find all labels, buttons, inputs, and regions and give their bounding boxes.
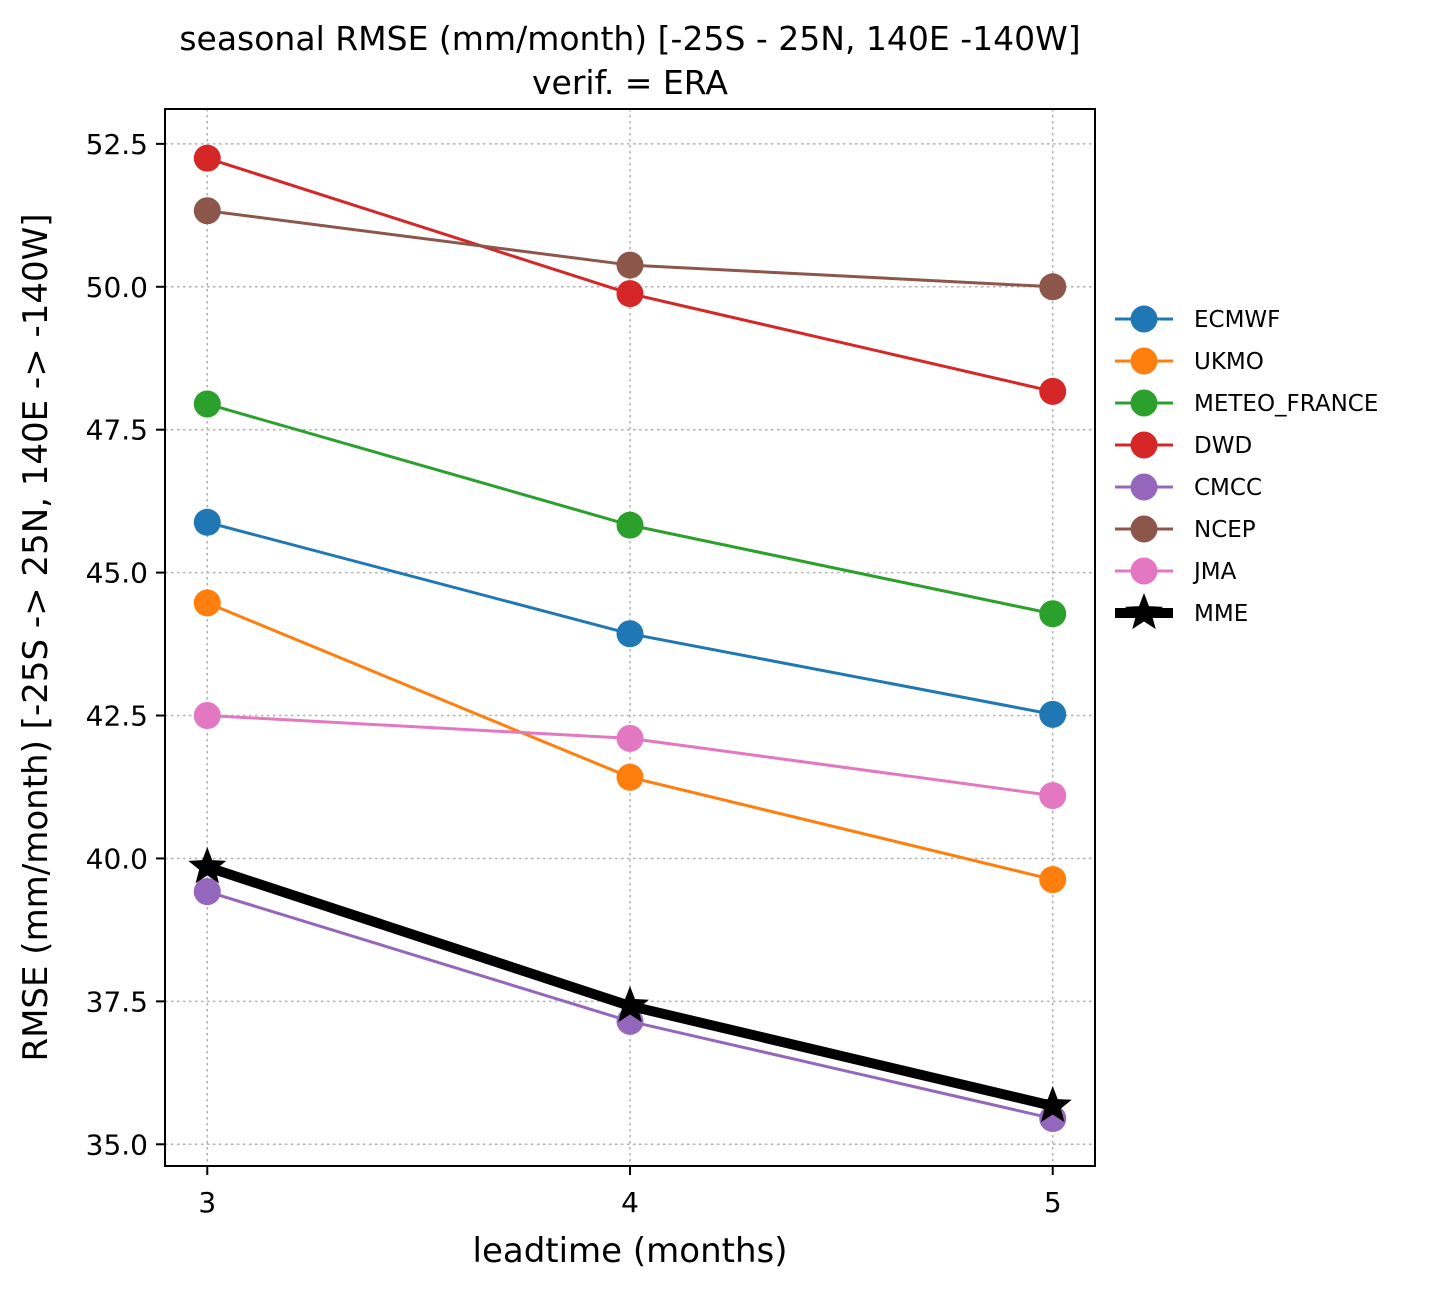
data-point xyxy=(193,702,221,730)
data-point xyxy=(193,197,221,225)
data-point xyxy=(193,589,221,617)
y-axis-label: RMSE (mm/month) [-25S -> 25N, 140E -> -1… xyxy=(16,213,56,1061)
x-axis-label: leadtime (months) xyxy=(473,1231,788,1271)
y-tick-label: 52.5 xyxy=(86,128,148,161)
x-tick-label: 3 xyxy=(198,1186,216,1219)
data-point xyxy=(616,620,644,648)
legend-marker xyxy=(1130,347,1158,375)
data-point xyxy=(616,251,644,279)
legend-label: ECMWF xyxy=(1194,307,1280,333)
data-point-star xyxy=(188,847,227,884)
data-point xyxy=(1039,377,1067,405)
legend-label: METEO_FRANCE xyxy=(1194,391,1378,417)
data-point xyxy=(1039,700,1067,728)
y-tick-label: 35.0 xyxy=(86,1128,148,1161)
data-point-star xyxy=(1033,1085,1072,1123)
data-point xyxy=(193,390,221,418)
legend-entry: ECMWF xyxy=(1115,305,1280,333)
data-point xyxy=(193,144,221,172)
y-tick-label: 50.0 xyxy=(86,271,148,304)
legend-label: MME xyxy=(1194,601,1248,627)
legend-label: DWD xyxy=(1194,433,1252,459)
legend: ECMWF UKMO METEO_FRANCE DWD CMCC NCEP JMA MME xyxy=(1115,305,1378,630)
legend-marker xyxy=(1130,305,1158,333)
legend-entry: MME xyxy=(1115,593,1248,630)
legend-label: CMCC xyxy=(1194,475,1262,501)
data-point xyxy=(193,878,221,906)
legend-entry: DWD xyxy=(1115,431,1252,459)
data-point xyxy=(1039,600,1067,628)
y-tick-label: 45.0 xyxy=(86,557,148,590)
legend-marker xyxy=(1130,389,1158,417)
series-meteo-france xyxy=(193,390,1067,628)
data-point xyxy=(616,511,644,539)
series-dwd xyxy=(193,144,1067,405)
legend-marker xyxy=(1130,473,1158,501)
legend-marker-star xyxy=(1124,593,1164,630)
legend-entry: JMA xyxy=(1115,557,1237,585)
data-point xyxy=(616,724,644,752)
legend-label: JMA xyxy=(1192,559,1237,585)
data-point xyxy=(1039,782,1067,810)
data-point xyxy=(616,280,644,308)
series-ncep xyxy=(193,197,1067,301)
series-layer xyxy=(188,144,1072,1133)
y-tick-label: 37.5 xyxy=(86,985,148,1018)
series-mme xyxy=(188,847,1072,1123)
legend-entry: CMCC xyxy=(1115,473,1262,501)
series-ecmwf xyxy=(193,508,1067,728)
legend-entry: UKMO xyxy=(1115,347,1264,375)
y-tick-label: 40.0 xyxy=(86,842,148,875)
y-tick-label: 42.5 xyxy=(86,700,148,733)
chart-subtitle: verif. = ERA xyxy=(532,63,728,102)
y-tick-label: 47.5 xyxy=(86,414,148,447)
legend-entry: NCEP xyxy=(1115,515,1256,543)
chart-title: seasonal RMSE (mm/month) [-25S - 25N, 14… xyxy=(179,19,1080,58)
series-ukmo xyxy=(193,589,1067,894)
legend-marker xyxy=(1130,557,1158,585)
data-point xyxy=(193,508,221,536)
data-point xyxy=(1039,273,1067,301)
legend-label: NCEP xyxy=(1194,517,1256,543)
axis-ticks: 3 4 5 35.0 37.5 40.0 42.5 45.0 47.5 50.0 52.5 xyxy=(86,128,1062,1219)
data-point xyxy=(1039,866,1067,894)
x-tick-label: 4 xyxy=(621,1186,639,1219)
legend-marker xyxy=(1130,431,1158,459)
series-jma xyxy=(193,702,1067,810)
legend-marker xyxy=(1130,515,1158,543)
x-tick-label: 5 xyxy=(1044,1186,1062,1219)
data-point-star xyxy=(610,985,650,1023)
legend-entry: METEO_FRANCE xyxy=(1115,389,1378,417)
legend-label: UKMO xyxy=(1194,349,1264,375)
data-point xyxy=(616,763,644,791)
